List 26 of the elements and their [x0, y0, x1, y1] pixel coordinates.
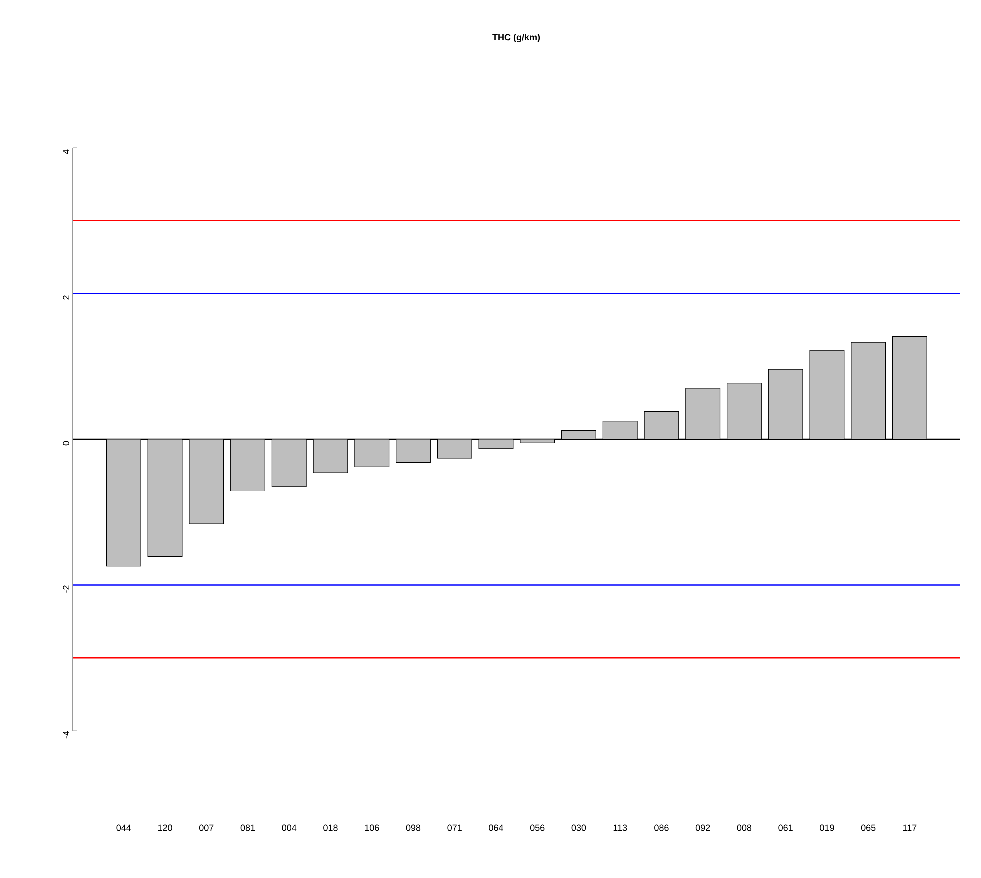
x-tick-label: 098: [406, 824, 421, 832]
x-tick-label: 007: [199, 824, 214, 832]
x-tick-label: 092: [696, 824, 710, 832]
x-tick-label: 086: [654, 824, 669, 832]
x-tick-label: 081: [240, 824, 256, 832]
y-tick-label: 2: [63, 296, 70, 300]
x-tick-label: 004: [282, 824, 297, 832]
x-tick-label: 065: [861, 824, 876, 832]
x-tick-label: 071: [448, 824, 462, 832]
y-tick-label: 4: [63, 150, 70, 154]
x-tick-label: 061: [778, 824, 793, 832]
x-tick-label: 113: [614, 824, 628, 832]
y-tick-label: -2: [63, 586, 70, 593]
x-tick-label: 106: [365, 824, 380, 832]
x-tick-label: 018: [324, 824, 338, 832]
x-tick-label: 019: [820, 824, 834, 832]
x-tick-label: 064: [489, 824, 504, 832]
x-tick-label: 120: [158, 824, 172, 832]
x-tick-label: 008: [737, 824, 752, 832]
x-tick-label: 056: [530, 824, 545, 832]
x-tick-label: 117: [903, 824, 917, 832]
x-tick-label: 044: [116, 824, 132, 832]
x-tick-label: 030: [572, 824, 586, 832]
chart-title: THC (g/km): [492, 34, 540, 42]
y-tick-label: -4: [63, 731, 70, 739]
y-tick-label: 0: [63, 441, 70, 446]
